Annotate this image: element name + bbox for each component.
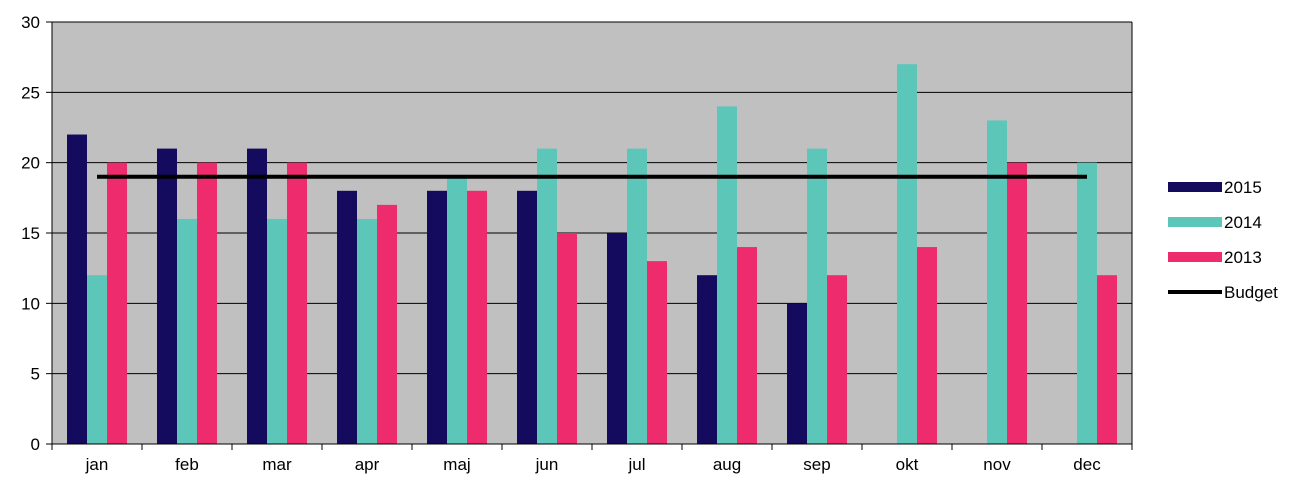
legend-swatch-2013	[1168, 252, 1222, 262]
bar-2014-maj	[447, 176, 467, 444]
legend-label: 2014	[1224, 213, 1262, 232]
bar-2013-sep	[827, 275, 847, 444]
bar-2015-apr	[337, 190, 357, 444]
bar-2014-aug	[717, 106, 737, 445]
bar-2015-maj	[427, 190, 447, 444]
legend-label: 2015	[1224, 178, 1262, 197]
y-tick-label: 5	[31, 365, 40, 384]
bar-2015-sep	[787, 303, 807, 444]
plot-area	[52, 21, 1132, 445]
bar-2014-sep	[807, 148, 827, 444]
bar-2015-aug	[697, 275, 717, 444]
x-tick-label: jul	[627, 455, 645, 474]
bar-2014-dec	[1077, 162, 1097, 444]
bar-2014-mar	[267, 218, 287, 444]
bar-2014-nov	[987, 120, 1007, 444]
legend-label: 2013	[1224, 248, 1262, 267]
y-tick-label: 10	[21, 294, 40, 313]
bar-2014-jun	[537, 148, 557, 444]
bar-2014-apr	[357, 218, 377, 444]
legend-swatch-2014	[1168, 217, 1222, 227]
x-tick-label: feb	[175, 455, 199, 474]
x-tick-label: mar	[262, 455, 292, 474]
bar-2014-feb	[177, 218, 197, 444]
bar-2015-jun	[517, 190, 537, 444]
x-tick-label: dec	[1073, 455, 1101, 474]
y-tick-label: 25	[21, 83, 40, 102]
legend-swatch-2015	[1168, 182, 1222, 192]
x-tick-label: sep	[803, 455, 830, 474]
bar-2013-feb	[197, 162, 217, 444]
bar-2013-jan	[107, 162, 127, 444]
bar-2013-dec	[1097, 275, 1117, 444]
x-tick-label: maj	[443, 455, 470, 474]
x-tick-label: okt	[896, 455, 919, 474]
bar-2013-apr	[377, 204, 397, 444]
x-tick-label: jan	[85, 455, 109, 474]
bar-2015-mar	[247, 148, 267, 444]
y-tick-label: 30	[21, 13, 40, 32]
y-tick-label: 0	[31, 435, 40, 454]
bar-2013-okt	[917, 247, 937, 444]
bar-2013-jun	[557, 233, 577, 444]
bar-2013-maj	[467, 190, 487, 444]
x-tick-label: aug	[713, 455, 741, 474]
bar-2013-mar	[287, 162, 307, 444]
axes: 0 5 10 15 20 25 30 jan feb mar apr maj jun jul aug sep o…	[21, 13, 1133, 474]
bar-2013-nov	[1007, 162, 1027, 444]
bar-2014-jan	[87, 275, 107, 444]
x-tick-label: nov	[983, 455, 1011, 474]
x-tick-label: apr	[355, 455, 380, 474]
bar-2015-feb	[157, 148, 177, 444]
y-tick-label: 15	[21, 224, 40, 243]
x-tick-label: jun	[535, 455, 559, 474]
bar-2015-jul	[607, 233, 627, 444]
bar-2014-okt	[897, 64, 917, 444]
legend: 2015 2014 2013 Budget	[1168, 178, 1278, 302]
bar-2013-jul	[647, 261, 667, 444]
y-tick-label: 20	[21, 154, 40, 173]
bar-2014-jul	[627, 148, 647, 444]
bar-2013-aug	[737, 247, 757, 444]
legend-label: Budget	[1224, 283, 1278, 302]
bar-2015-jan	[67, 134, 87, 445]
